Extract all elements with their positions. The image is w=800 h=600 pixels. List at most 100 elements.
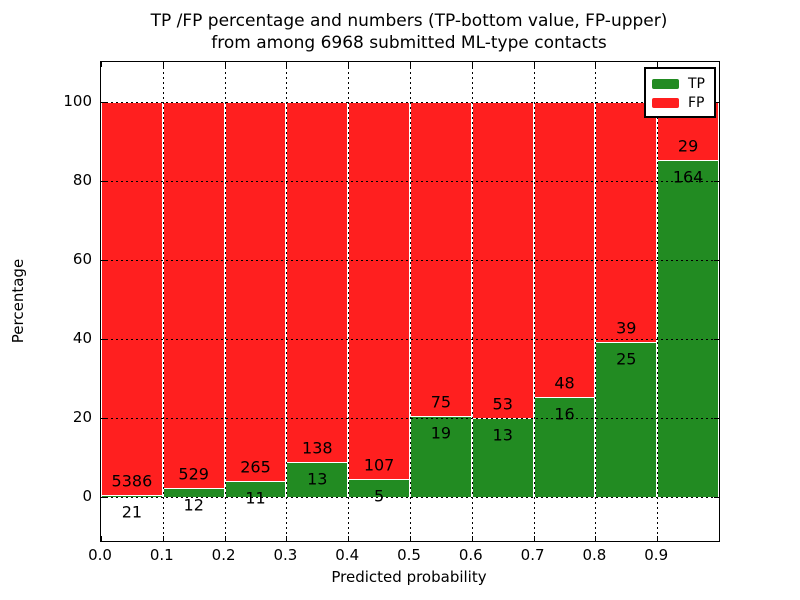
x-tick-mark	[348, 62, 350, 67]
x-tick-mark	[533, 536, 535, 541]
x-tick-mark	[657, 62, 659, 67]
x-tick-label: 0.4	[335, 546, 360, 564]
x-tick-mark	[533, 62, 535, 67]
y-tick-mark	[101, 259, 106, 261]
legend-label-fp: FP	[688, 94, 705, 111]
x-tick-label: 0.3	[273, 546, 298, 564]
x-tick-mark	[162, 62, 164, 67]
y-tick-mark	[101, 180, 106, 182]
tp-count-label: 5	[374, 486, 385, 506]
x-tick-label: 0.7	[520, 546, 545, 564]
x-tick-mark	[286, 62, 288, 67]
bar-fp-segment	[101, 101, 163, 496]
bar-tp-segment	[410, 417, 472, 498]
bar-fp-segment	[533, 101, 596, 399]
y-tick-mark	[101, 339, 106, 341]
y-tick-mark	[714, 339, 719, 341]
x-tick-mark	[410, 536, 411, 541]
x-tick-mark	[286, 536, 288, 541]
y-axis-label: Percentage	[9, 258, 27, 344]
x-tick-mark	[101, 536, 102, 541]
x-tick-label: 0.1	[149, 546, 174, 564]
tp-count-label: 164	[672, 167, 704, 187]
y-tick-label: 80	[72, 170, 92, 189]
bar-fp-segment	[595, 101, 658, 343]
x-tick-mark	[657, 536, 659, 541]
x-tick-mark	[224, 62, 226, 67]
tp-count-label: 13	[492, 425, 513, 445]
tp-color-swatch	[652, 78, 679, 89]
y-tick-mark	[714, 180, 719, 182]
gridline-vertical	[410, 62, 411, 541]
fp-count-label: 265	[240, 457, 271, 477]
fp-count-label: 29	[677, 136, 699, 156]
x-tick-mark	[471, 62, 473, 67]
x-tick-mark	[348, 536, 350, 541]
x-tick-mark	[595, 62, 597, 67]
tp-count-label: 19	[430, 423, 452, 443]
x-tick-label: 0.9	[644, 546, 669, 564]
tp-count-label: 11	[245, 488, 266, 508]
y-tick-mark	[101, 418, 106, 420]
fp-count-label: 48	[554, 373, 575, 393]
fp-count-label: 53	[492, 394, 513, 414]
gridline-vertical	[471, 62, 473, 541]
y-tick-mark	[101, 101, 106, 103]
chart-title: TP /FP percentage and numbers (TP-bottom…	[100, 10, 718, 54]
legend-entry-fp: FP	[646, 93, 714, 112]
y-tick-label: 0	[82, 487, 92, 506]
y-tick-label: 40	[72, 329, 92, 348]
fp-count-label: 529	[178, 464, 209, 484]
y-tick-label: 20	[72, 408, 92, 427]
fp-count-label: 5386	[111, 471, 153, 491]
gridline-vertical	[162, 62, 164, 541]
gridline-vertical	[224, 62, 226, 541]
y-tick-label: 60	[72, 249, 92, 268]
x-tick-mark	[101, 62, 102, 67]
y-tick-mark	[714, 101, 719, 103]
fp-count-label: 75	[430, 392, 452, 412]
x-axis-label: Predicted probability	[331, 568, 487, 586]
plot-area: 5386 21 529 12 265 11 138 13 107 5 75 19 53 13 48 16 39 2…	[100, 61, 720, 542]
x-tick-label: 0.0	[88, 546, 112, 564]
chart-title-line1: TP /FP percentage and numbers (TP-bottom…	[150, 11, 668, 31]
y-tick-mark	[714, 497, 719, 499]
bar-tp-segment	[286, 463, 349, 498]
gridline-vertical	[348, 62, 350, 541]
bar-fp-segment	[224, 101, 287, 482]
bar-fp-segment	[162, 101, 225, 489]
x-tick-mark	[162, 536, 164, 541]
bar-fp-segment	[286, 101, 349, 464]
bar-tp-segment	[657, 161, 719, 498]
legend-label-tp: TP	[688, 75, 705, 92]
tp-count-label: 12	[183, 495, 204, 515]
gridline-vertical	[533, 62, 535, 541]
fp-color-swatch	[652, 97, 679, 108]
y-tick-mark	[714, 259, 719, 261]
tp-count-label: 25	[616, 349, 637, 369]
x-tick-mark	[471, 536, 473, 541]
bar-tp-segment	[471, 419, 534, 498]
tp-count-label: 13	[307, 469, 328, 489]
y-tick-mark	[101, 497, 106, 499]
y-tick-label: 100	[63, 91, 92, 110]
y-tick-mark	[714, 418, 719, 420]
bar-fp-segment	[348, 101, 410, 480]
gridline-vertical	[595, 62, 597, 541]
fp-count-label: 107	[363, 455, 395, 475]
legend: TP FP	[644, 67, 716, 118]
tp-count-label: 16	[554, 404, 575, 424]
x-tick-label: 0.2	[211, 546, 236, 564]
tp-count-label: 21	[121, 502, 143, 522]
x-tick-mark	[595, 536, 597, 541]
fp-count-label: 138	[302, 438, 333, 458]
bar-tp-segment	[101, 495, 163, 498]
chart-title-line2: from among 6968 submitted ML-type contac…	[211, 33, 607, 53]
x-tick-mark	[410, 62, 411, 67]
bar-tp-segment	[595, 342, 658, 498]
gridline-vertical	[286, 62, 288, 541]
bar-tp-segment	[533, 398, 596, 498]
x-tick-label: 0.8	[582, 546, 607, 564]
x-tick-label: 0.5	[397, 546, 421, 564]
